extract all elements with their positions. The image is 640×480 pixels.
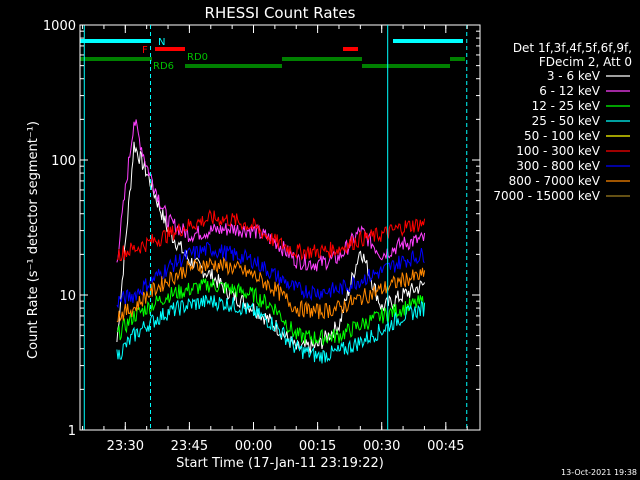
x-tick-label: 00:15 — [299, 439, 336, 454]
x-tick-label: 23:30 — [107, 439, 144, 454]
series-line-3 — [116, 294, 426, 364]
status-bar-f — [155, 47, 185, 51]
axes-layer: 1 10 100 1000 23:30 23:45 00:00 00:15 00:30 00:45 — [43, 19, 481, 454]
status-label-f: F — [142, 45, 148, 56]
status-bars: N F RD0 RD6 — [80, 37, 465, 72]
footer-date: 13-Oct-2021 19:38 — [561, 468, 637, 477]
series-line-2 — [116, 278, 425, 346]
plot-frame — [79, 24, 481, 431]
status-bar-f-2 — [343, 47, 358, 51]
legend-entry-label: 50 - 100 keV — [524, 129, 601, 143]
status-label-n: N — [158, 37, 165, 48]
legend-entry-label: 300 - 800 keV — [516, 159, 600, 173]
status-bar-rd-3 — [282, 57, 362, 61]
status-bar-rd-5 — [450, 57, 465, 61]
legend-entry-label: 7000 - 15000 keV — [493, 189, 600, 203]
y-tick-label: 10 — [59, 289, 76, 304]
status-bar-n-2 — [393, 39, 463, 43]
legend-entry-label: 6 - 12 keV — [539, 84, 601, 98]
legend-entry-label: 800 - 7000 keV — [509, 174, 601, 188]
legend-entry-label: 3 - 6 keV — [547, 69, 601, 83]
y-tick-label: 100 — [51, 154, 76, 169]
legend-header-line: Det 1f,3f,4f,5f,6f,9f, — [513, 41, 632, 55]
status-label-rd0: RD0 — [187, 52, 208, 63]
x-tick-label: 00:30 — [363, 439, 400, 454]
x-axis-label: Start Time (17-Jan-11 23:19:22) — [176, 456, 384, 471]
legend: Det 1f,3f,4f,5f,6f,9f,FDecim 2, Att 03 -… — [493, 41, 632, 203]
status-bar-rd-2 — [185, 64, 282, 68]
status-bar-rd-1 — [80, 57, 152, 61]
y-tick-label: 1 — [68, 424, 76, 439]
chart-title: RHESSI Count Rates — [205, 4, 356, 22]
status-bar-rd-4 — [362, 64, 450, 68]
legend-entry-label: 12 - 25 keV — [532, 99, 601, 113]
legend-header-line: FDecim 2, Att 0 — [539, 55, 632, 69]
series-line-7 — [116, 256, 426, 323]
status-bar-n — [80, 39, 150, 43]
y-tick-label: 1000 — [43, 19, 76, 34]
legend-entry-label: 100 - 300 keV — [516, 144, 600, 158]
x-tick-label: 00:00 — [235, 439, 272, 454]
series-line-5 — [116, 209, 426, 262]
legend-entry-label: 25 - 50 keV — [532, 114, 601, 128]
status-label-rd6: RD6 — [153, 61, 174, 72]
x-tick-label: 23:45 — [171, 439, 208, 454]
y-axis-label: Count Rate (s⁻¹ detector segment⁻¹) — [26, 121, 41, 359]
series-line-6 — [116, 241, 425, 309]
series-layer — [116, 119, 426, 364]
x-tick-label: 00:45 — [427, 439, 464, 454]
